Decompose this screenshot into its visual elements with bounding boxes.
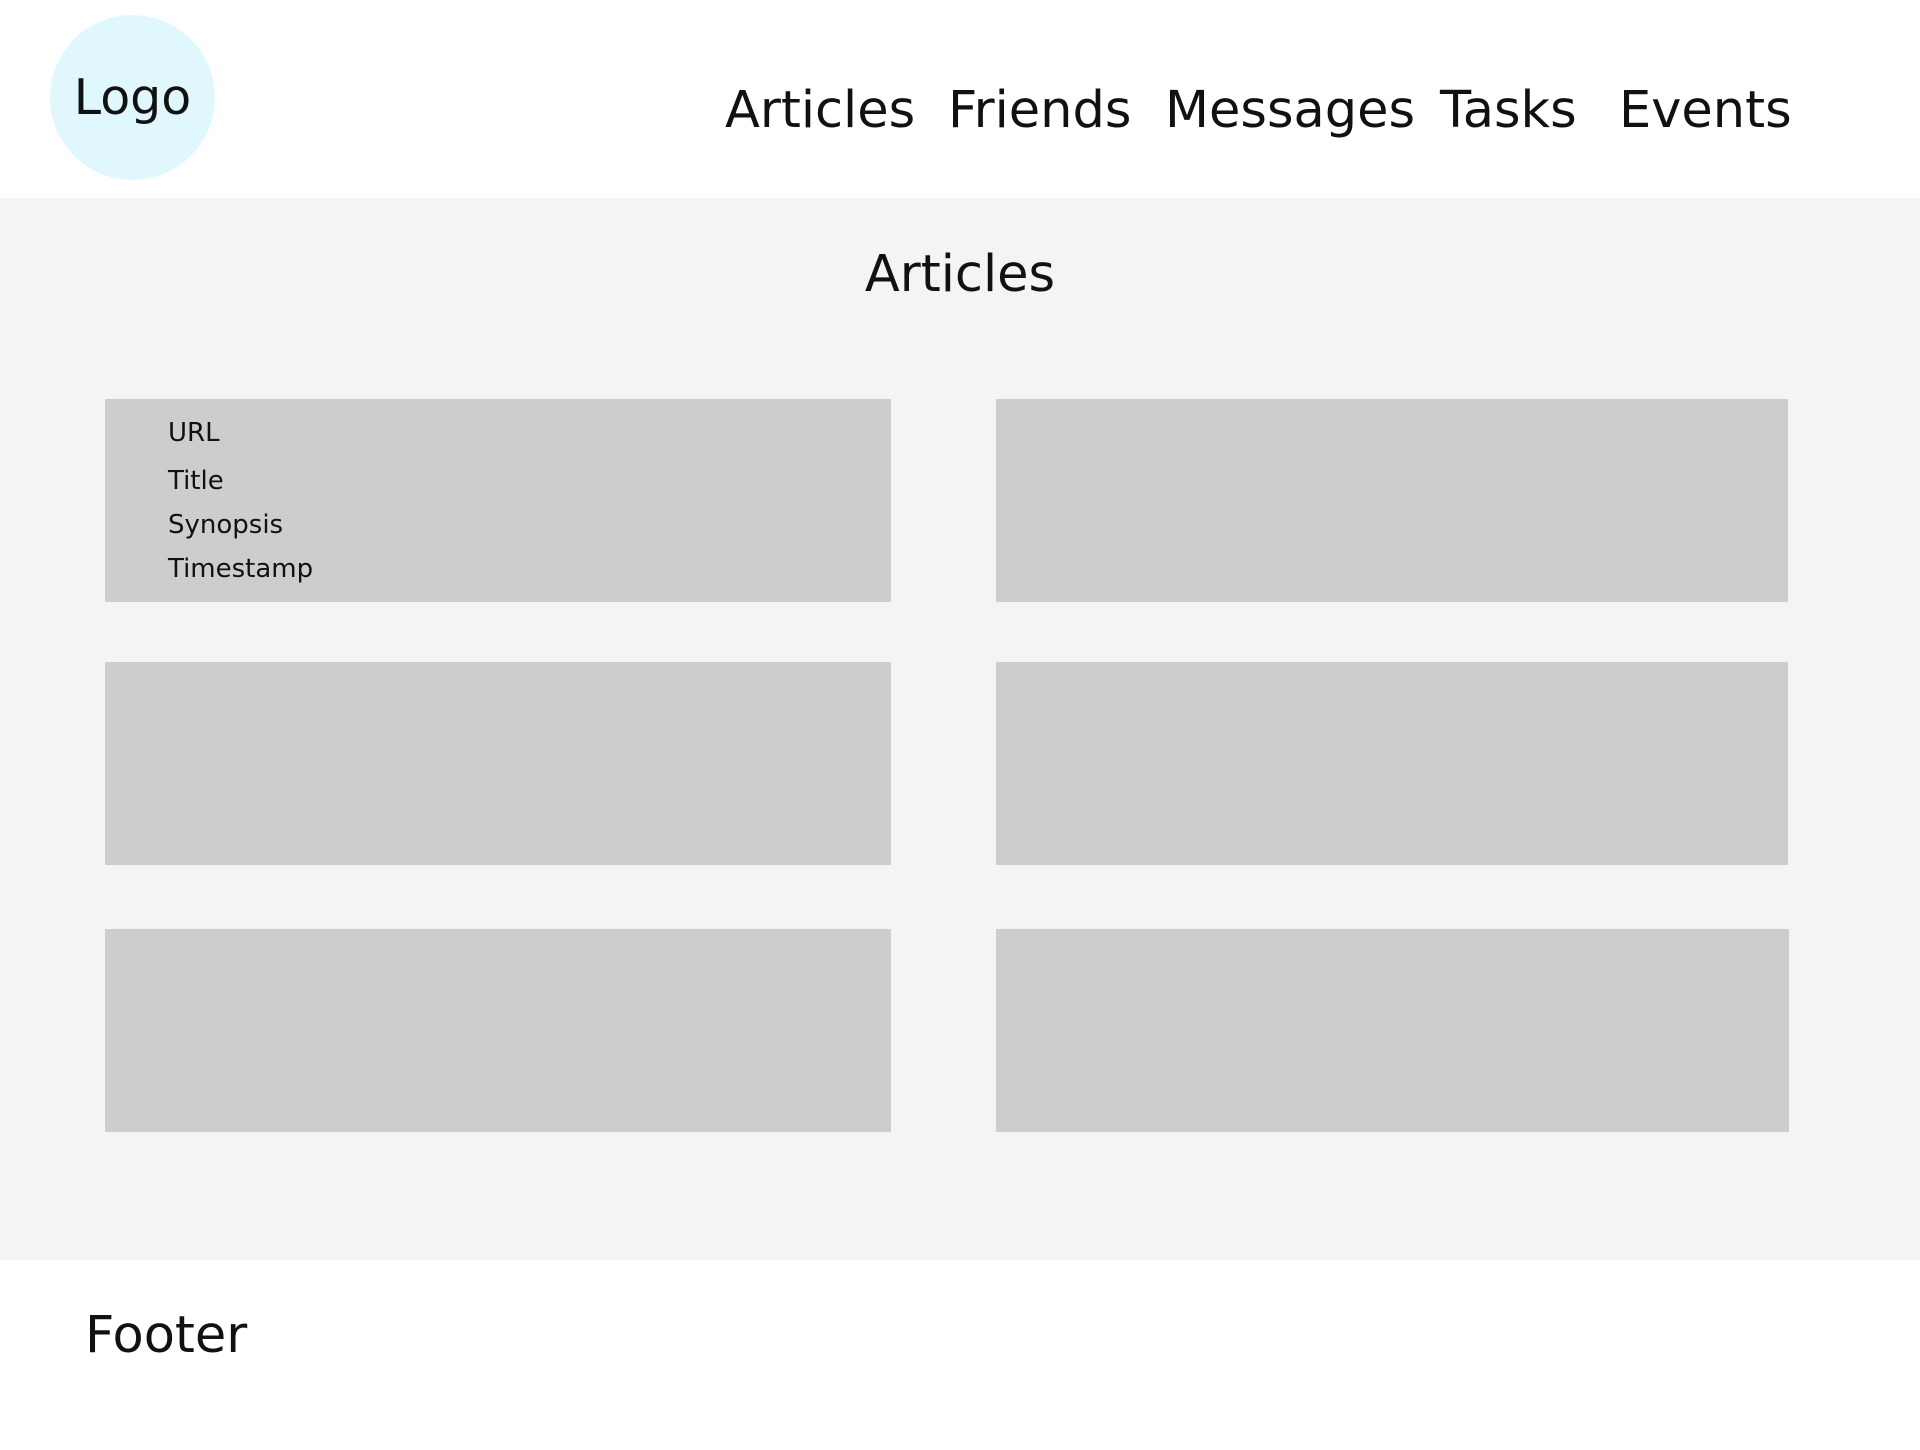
logo[interactable]: Logo [50, 15, 215, 180]
nav-item-events[interactable]: Events [1619, 81, 1792, 140]
nav-item-tasks[interactable]: Tasks [1440, 81, 1577, 140]
article-card[interactable]: URL Title Synopsis Timestamp [105, 399, 891, 602]
article-card[interactable] [996, 399, 1788, 602]
article-card[interactable] [105, 662, 891, 865]
article-card[interactable] [996, 929, 1789, 1132]
nav-item-articles[interactable]: Articles [725, 81, 916, 140]
article-synopsis: Synopsis [168, 510, 284, 540]
article-url: URL [168, 418, 220, 448]
main-content: Articles URL Title Synopsis Timestamp [0, 198, 1920, 1260]
logo-label: Logo [73, 69, 192, 126]
main-nav: Articles Friends Messages Tasks Events [0, 78, 1920, 144]
article-title: Title [168, 466, 224, 496]
article-timestamp: Timestamp [168, 554, 314, 584]
article-card[interactable] [105, 929, 891, 1132]
site-header: Logo Articles Friends Messages Tasks Eve… [0, 0, 1920, 198]
footer-label: Footer [85, 1306, 248, 1365]
site-footer: Footer [0, 1260, 1920, 1450]
page-title: Articles [864, 245, 1056, 304]
article-card[interactable] [996, 662, 1788, 865]
nav-item-messages[interactable]: Messages [1165, 81, 1416, 140]
nav-item-friends[interactable]: Friends [948, 81, 1132, 140]
